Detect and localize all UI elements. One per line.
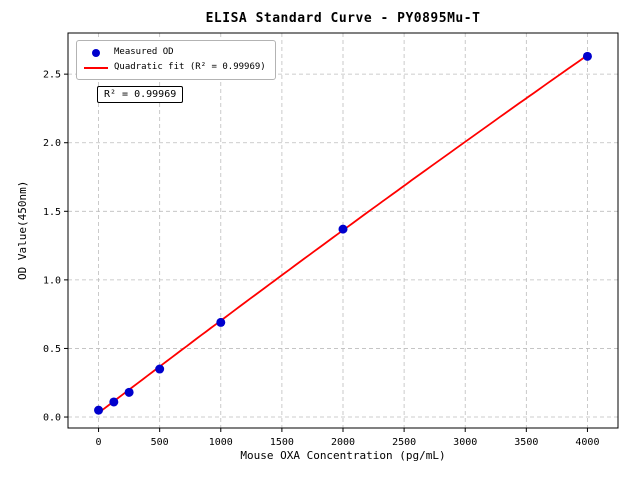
legend: Measured OD Quadratic fit (R² = 0.99969) bbox=[76, 40, 276, 80]
line-marker-icon bbox=[83, 66, 109, 69]
svg-text:0.0: 0.0 bbox=[43, 413, 61, 424]
svg-text:1000: 1000 bbox=[209, 437, 233, 448]
legend-item-quadratic-fit: Quadratic fit (R² = 0.99969) bbox=[83, 60, 266, 75]
svg-text:1.5: 1.5 bbox=[43, 207, 61, 218]
svg-text:500: 500 bbox=[151, 437, 169, 448]
gridlines bbox=[68, 33, 618, 428]
svg-text:4000: 4000 bbox=[575, 437, 599, 448]
svg-text:3500: 3500 bbox=[514, 437, 538, 448]
scatter-marker-icon bbox=[83, 48, 109, 57]
svg-text:2000: 2000 bbox=[331, 437, 355, 448]
legend-label-quadratic-fit: Quadratic fit (R² = 0.99969) bbox=[114, 62, 266, 72]
measured-od-points bbox=[94, 51, 592, 415]
svg-text:1500: 1500 bbox=[270, 437, 294, 448]
svg-text:2.5: 2.5 bbox=[43, 70, 61, 81]
svg-text:0: 0 bbox=[96, 437, 102, 448]
svg-text:2.0: 2.0 bbox=[43, 138, 61, 149]
tick-labels: 0 500 1000 1500 2000 2500 3000 3500 4000 0.0 0.5 1.… bbox=[43, 70, 600, 448]
svg-text:2500: 2500 bbox=[392, 437, 416, 448]
r-squared-annotation: R² = 0.99969 bbox=[97, 86, 184, 103]
chart-title: ELISA Standard Curve - PY0895Mu-T bbox=[205, 11, 481, 26]
legend-item-measured-od: Measured OD bbox=[83, 45, 266, 60]
tick-marks bbox=[64, 73, 588, 432]
quadratic-fit-line bbox=[98, 54, 588, 414]
svg-text:1.0: 1.0 bbox=[43, 275, 61, 286]
y-axis-label: OD Value(450nm) bbox=[16, 180, 29, 281]
legend-label-measured-od: Measured OD bbox=[114, 47, 174, 57]
svg-text:3000: 3000 bbox=[453, 437, 477, 448]
svg-text:0.5: 0.5 bbox=[43, 344, 61, 355]
x-axis-label: Mouse OXA Concentration (pg/mL) bbox=[240, 449, 446, 462]
